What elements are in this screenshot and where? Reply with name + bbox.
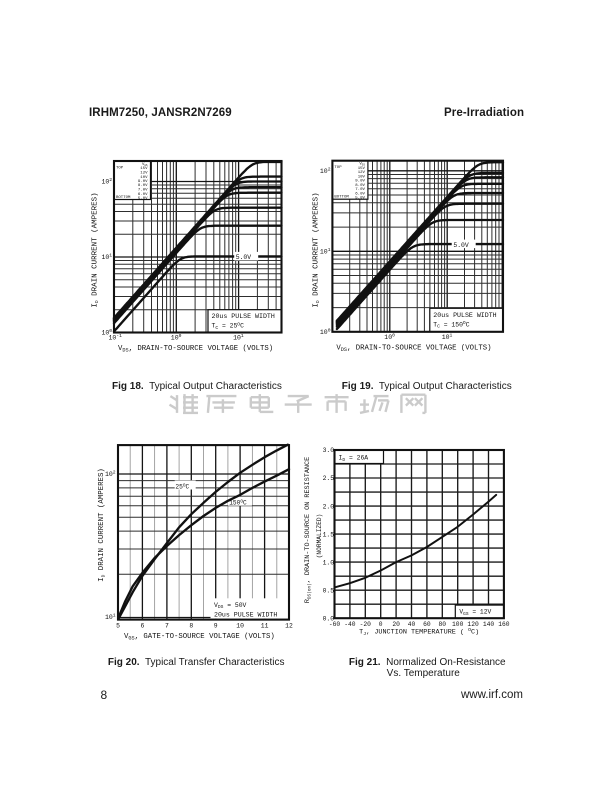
svg-text:0: 0	[379, 621, 383, 628]
svg-text:0: 0	[109, 328, 112, 334]
svg-text:10: 10	[442, 334, 450, 341]
svg-text:VDS, DRAIN-TO-SOURCE VOLTAGE (: VDS, DRAIN-TO-SOURCE VOLTAGE (VOLTS)	[118, 345, 273, 354]
svg-text:5: 5	[116, 622, 120, 629]
svg-text:6: 6	[140, 622, 144, 629]
svg-text:120: 120	[467, 621, 479, 628]
svg-text:0: 0	[179, 333, 182, 339]
svg-text:VDS = 50V: VDS = 50V	[214, 602, 247, 610]
svg-text:12V: 12V	[358, 171, 366, 175]
svg-text:8.0V: 8.0V	[138, 184, 148, 188]
svg-text:15V: 15V	[358, 167, 366, 171]
svg-text:1: 1	[109, 253, 112, 259]
svg-text:BOTTOM: BOTTOM	[334, 196, 349, 200]
svg-text:10: 10	[320, 249, 328, 256]
svg-text:7.0V: 7.0V	[138, 189, 148, 193]
svg-text:20: 20	[392, 621, 400, 628]
svg-text:60: 60	[423, 621, 431, 628]
svg-text:10: 10	[105, 614, 113, 621]
svg-text:0: 0	[392, 332, 395, 338]
svg-text:TJ, JUNCTION TEMPERATURE ( OC): TJ, JUNCTION TEMPERATURE ( OC)	[359, 627, 479, 637]
svg-text:TOP: TOP	[334, 166, 342, 170]
svg-text:9.0V: 9.0V	[355, 180, 365, 184]
svg-text:7.0V: 7.0V	[355, 188, 365, 192]
svg-text:-1: -1	[116, 333, 122, 339]
svg-text:10V: 10V	[358, 175, 366, 179]
svg-text:VGS = 12V: VGS = 12V	[459, 609, 491, 617]
svg-text:ID DRAIN CURRENT (AMPERES): ID DRAIN CURRENT (AMPERES)	[98, 468, 106, 582]
svg-text:20us PULSE WIDTH: 20us PULSE WIDTH	[212, 313, 275, 320]
svg-text:20us PULSE WIDTH: 20us PULSE WIDTH	[214, 611, 277, 618]
svg-text:1: 1	[113, 613, 116, 619]
svg-text:7: 7	[165, 622, 169, 629]
svg-text:1: 1	[328, 247, 331, 253]
svg-text:6.0V: 6.0V	[138, 193, 148, 197]
svg-text:10: 10	[102, 330, 110, 337]
svg-text:2: 2	[109, 177, 112, 183]
svg-text:VGS: VGS	[359, 163, 365, 167]
svg-text:VGS: VGS	[142, 163, 148, 167]
svg-text:9.0V: 9.0V	[138, 180, 148, 184]
svg-text:40: 40	[408, 621, 416, 628]
svg-text:VDS, DRAIN-TO-SOURCE VOLTAGE (: VDS, DRAIN-TO-SOURCE VOLTAGE (VOLTS)	[336, 344, 491, 353]
svg-text:3.0: 3.0	[323, 447, 335, 454]
svg-text:5.0V: 5.0V	[355, 197, 365, 201]
svg-text:5.0V: 5.0V	[138, 197, 148, 201]
svg-text:RDS(on), DRAIN-TO-SOURCE ON RE: RDS(on), DRAIN-TO-SOURCE ON RESISTANCE	[304, 457, 312, 603]
svg-text:150OC: 150OC	[229, 500, 247, 507]
svg-text:25OC: 25OC	[175, 483, 189, 490]
svg-text:TC = 25OC: TC = 25OC	[212, 321, 245, 331]
svg-text:10: 10	[109, 335, 117, 342]
svg-text:1.0: 1.0	[323, 559, 335, 566]
svg-text:10: 10	[384, 334, 392, 341]
svg-text:11: 11	[261, 622, 269, 629]
svg-text:10: 10	[171, 335, 179, 342]
svg-text:VGS, GATE-TO-SOURCE VOLTAGE (V: VGS, GATE-TO-SOURCE VOLTAGE (VOLTS)	[124, 633, 275, 642]
svg-text:-40: -40	[344, 621, 356, 628]
svg-text:1: 1	[241, 333, 244, 339]
svg-text:2.5: 2.5	[323, 475, 335, 482]
svg-text:1: 1	[450, 332, 453, 338]
svg-text:10: 10	[105, 471, 113, 478]
svg-text:(NORMALIZED): (NORMALIZED)	[316, 514, 323, 559]
svg-text:BOTTOM: BOTTOM	[116, 196, 131, 200]
svg-text:10: 10	[102, 254, 110, 261]
svg-text:0.0: 0.0	[323, 615, 335, 622]
svg-text:TC = 150OC: TC = 150OC	[433, 320, 469, 330]
svg-text:10: 10	[236, 622, 244, 629]
svg-text:80: 80	[439, 621, 447, 628]
svg-text:20us PULSE WIDTH: 20us PULSE WIDTH	[433, 312, 496, 319]
svg-text:140: 140	[483, 621, 495, 628]
svg-text:8: 8	[189, 622, 193, 629]
svg-text:0: 0	[328, 327, 331, 333]
svg-text:2: 2	[328, 166, 331, 172]
svg-text:10: 10	[102, 179, 110, 186]
svg-text:TOP: TOP	[116, 167, 124, 171]
svg-text:10: 10	[233, 335, 241, 342]
svg-text:5.0V: 5.0V	[236, 254, 252, 261]
svg-text:1.5: 1.5	[323, 531, 335, 538]
svg-text:15V: 15V	[140, 167, 148, 171]
svg-text:0.5: 0.5	[323, 587, 335, 594]
svg-text:12V: 12V	[140, 172, 148, 176]
svg-text:12: 12	[285, 622, 293, 629]
svg-text:6.0V: 6.0V	[355, 192, 365, 196]
svg-text:8.0V: 8.0V	[355, 184, 365, 188]
svg-text:-20: -20	[360, 621, 372, 628]
svg-text:10V: 10V	[140, 176, 148, 180]
svg-text:ID = 26A: ID = 26A	[339, 455, 369, 463]
svg-text:ID DRAIN CURRENT (AMPERES): ID DRAIN CURRENT (AMPERES)	[92, 192, 100, 307]
svg-text:9: 9	[214, 622, 218, 629]
svg-text:2: 2	[113, 470, 116, 476]
svg-text:-60: -60	[329, 621, 341, 628]
svg-text:10: 10	[320, 329, 328, 336]
svg-text:5.0V: 5.0V	[453, 242, 469, 249]
svg-text:10: 10	[320, 168, 328, 175]
svg-text:2.0: 2.0	[323, 503, 335, 510]
svg-text:ID DRAIN CURRENT (AMPERES): ID DRAIN CURRENT (AMPERES)	[313, 192, 321, 307]
svg-text:160: 160	[498, 621, 510, 628]
svg-text:100: 100	[452, 621, 464, 628]
